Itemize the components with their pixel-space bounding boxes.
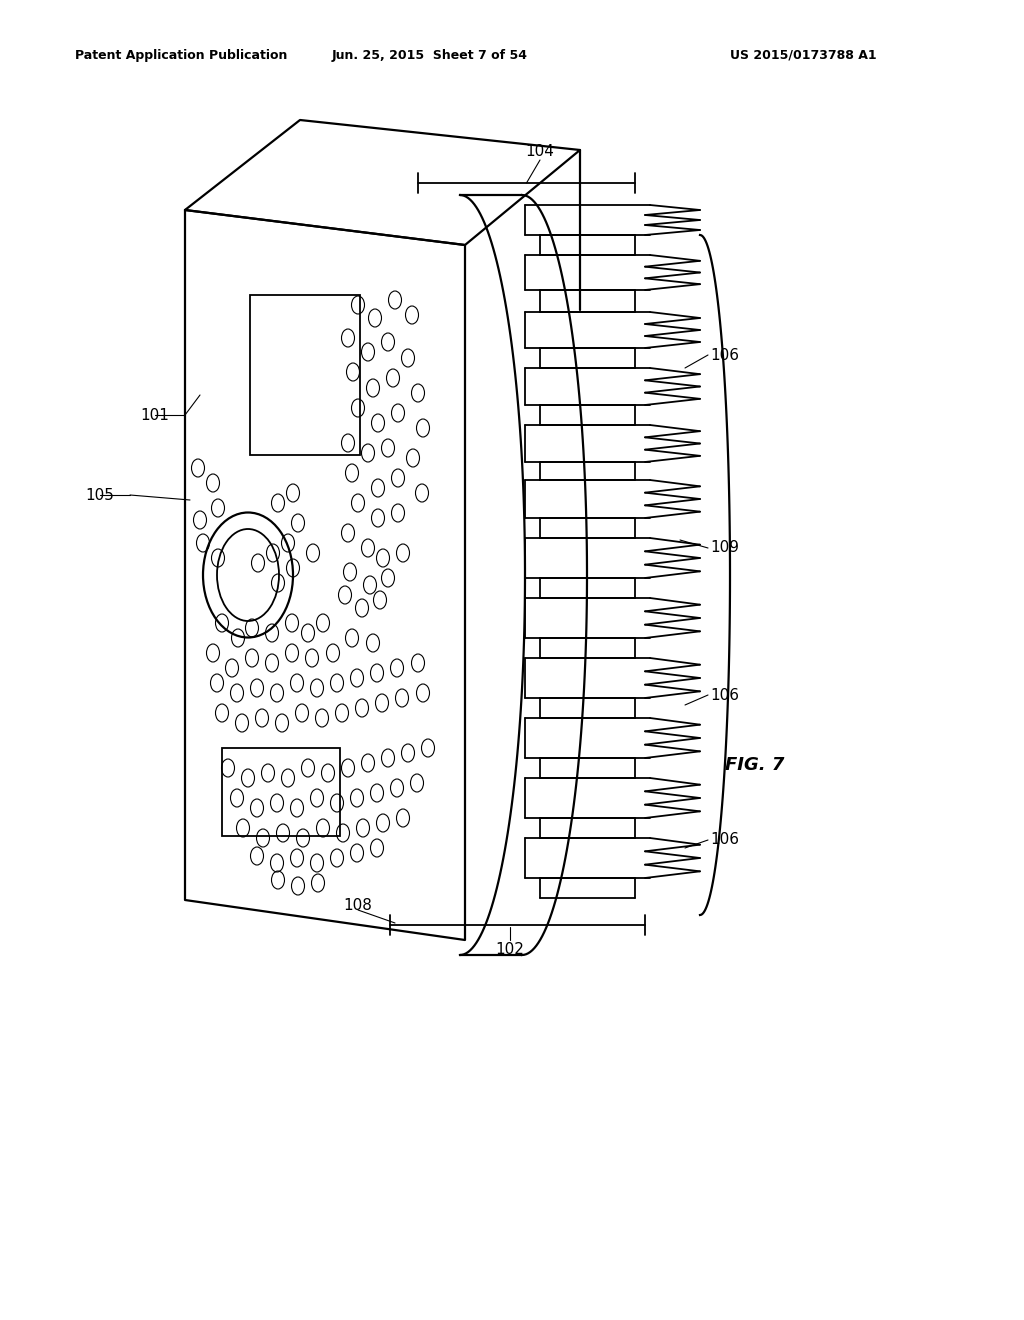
Text: 108: 108 [344,898,373,912]
Text: 101: 101 [140,408,169,422]
Text: 109: 109 [710,540,739,556]
Text: 104: 104 [525,144,554,160]
Bar [222,748,340,836]
Text: US 2015/0173788 A1: US 2015/0173788 A1 [730,49,877,62]
Bar [250,294,360,455]
Text: 106: 106 [710,347,739,363]
Text: 102: 102 [496,942,524,957]
Text: 106: 106 [710,833,739,847]
Text: 105: 105 [86,487,115,503]
Text: Jun. 25, 2015  Sheet 7 of 54: Jun. 25, 2015 Sheet 7 of 54 [332,49,528,62]
Text: FIG. 7: FIG. 7 [725,756,784,774]
Text: Patent Application Publication: Patent Application Publication [75,49,288,62]
Text: 106: 106 [710,688,739,702]
